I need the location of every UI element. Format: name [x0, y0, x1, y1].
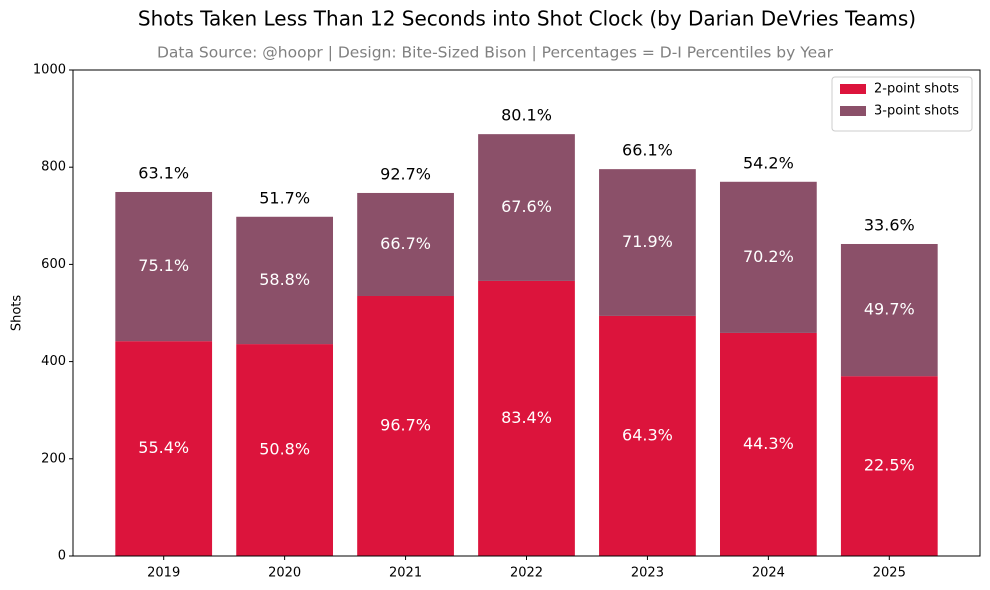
- y-tick-label: 1000: [33, 63, 66, 78]
- total-label: 80.1%: [501, 106, 552, 125]
- bar-label: 67.6%: [501, 197, 552, 216]
- bar: [599, 315, 696, 556]
- total-label: 66.1%: [622, 141, 673, 160]
- x-tick-label: 2019: [147, 566, 180, 581]
- bar: [719, 332, 817, 556]
- y-tick-label: 600: [41, 257, 66, 272]
- bar: [357, 192, 454, 296]
- total-label: 92.7%: [380, 164, 431, 183]
- bar-label: 55.4%: [138, 438, 189, 457]
- chart-title: Shots Taken Less Than 12 Seconds into Sh…: [138, 7, 916, 31]
- bar-label: 58.8%: [259, 270, 310, 289]
- bar: [236, 216, 334, 345]
- plot-frame: [72, 69, 981, 557]
- bar: [719, 181, 817, 333]
- legend-swatch: [840, 106, 866, 116]
- y-tick-label: 0: [58, 549, 66, 564]
- bar: [478, 134, 575, 281]
- total-label: 51.7%: [259, 188, 310, 207]
- bar-label: 64.3%: [622, 425, 673, 444]
- bar-label: 49.7%: [864, 300, 915, 319]
- bar: [115, 341, 213, 556]
- y-axis-label: Shots: [10, 295, 25, 332]
- chart-subtitle: Data Source: @hoopr | Design: Bite-Sized…: [157, 44, 834, 62]
- x-tick-label: 2023: [631, 566, 664, 581]
- x-tick-label: 2024: [752, 566, 785, 581]
- bar: [357, 295, 454, 556]
- bar: [115, 191, 213, 342]
- bar-label: 75.1%: [138, 256, 189, 275]
- bar: [840, 376, 938, 556]
- bar-label: 83.4%: [501, 408, 552, 427]
- legend-swatch: [840, 84, 866, 94]
- bar-label: 71.9%: [622, 232, 673, 251]
- x-tick-label: 2021: [389, 566, 422, 581]
- bar: [236, 344, 334, 556]
- bar-label: 22.5%: [864, 456, 915, 475]
- bar-label: 70.2%: [743, 247, 794, 266]
- bar: [599, 169, 696, 316]
- legend-box: [831, 76, 973, 132]
- bar: [478, 280, 575, 556]
- total-label: 54.2%: [743, 153, 794, 172]
- bar-label: 66.7%: [380, 234, 431, 253]
- x-tick-label: 2020: [268, 566, 301, 581]
- y-tick-label: 200: [41, 451, 66, 466]
- legend-label: 3-point shots: [874, 104, 959, 119]
- bar: [840, 243, 938, 377]
- y-tick-label: 400: [41, 354, 66, 369]
- y-tick-label: 800: [41, 160, 66, 175]
- x-tick-label: 2022: [510, 566, 543, 581]
- x-tick-label: 2025: [873, 566, 906, 581]
- bar-label: 50.8%: [259, 440, 310, 459]
- total-label: 63.1%: [138, 163, 189, 182]
- bar-label: 44.3%: [743, 434, 794, 453]
- legend-label: 2-point shots: [874, 82, 959, 97]
- bar-label: 96.7%: [380, 415, 431, 434]
- total-label: 33.6%: [864, 215, 915, 234]
